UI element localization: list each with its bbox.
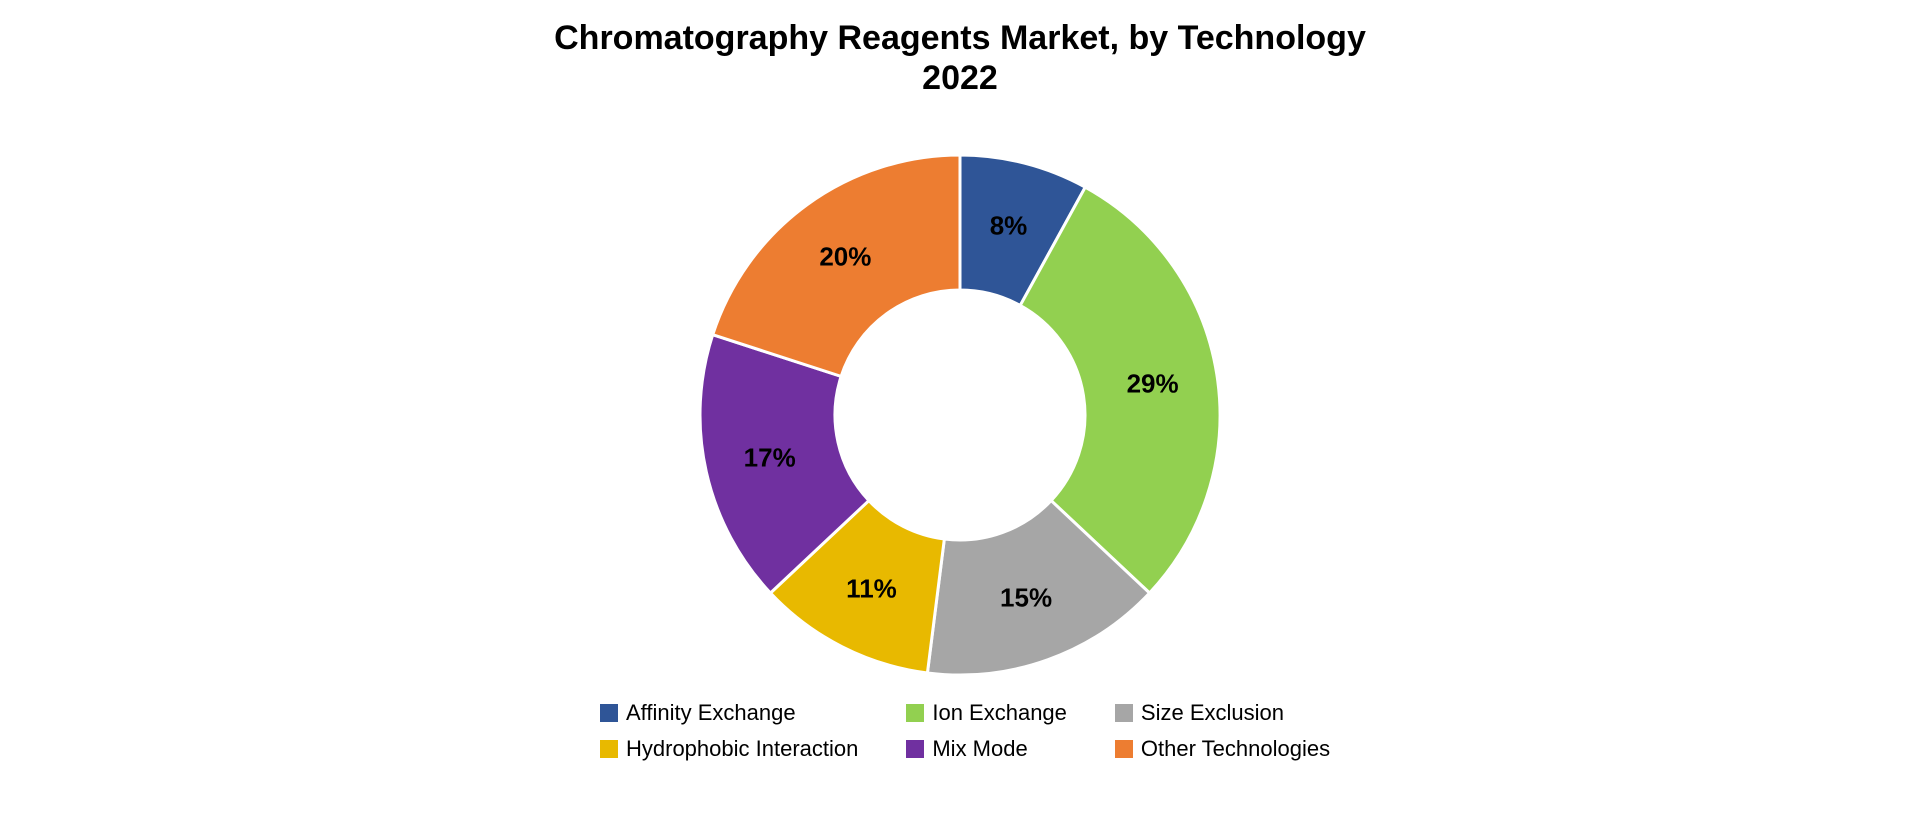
donut-chart: Chromatography Reagents Market, by Techn… (0, 0, 1920, 818)
slice-label: 29% (1127, 369, 1179, 400)
chart-legend: Affinity Exchange Ion Exchange Size Exclus… (600, 700, 1330, 762)
legend-swatch (906, 740, 924, 758)
legend-label: Other Technologies (1141, 736, 1330, 762)
legend-swatch (906, 704, 924, 722)
donut-area: 8% 29% 15% 11% 17% 20% (690, 145, 1230, 685)
legend-swatch (600, 704, 618, 722)
legend-label: Ion Exchange (932, 700, 1067, 726)
slice-label: 20% (819, 242, 871, 273)
legend-label: Affinity Exchange (626, 700, 796, 726)
legend-swatch (1115, 704, 1133, 722)
slice-label: 17% (744, 442, 796, 473)
legend-item: Mix Mode (906, 736, 1067, 762)
legend-item: Affinity Exchange (600, 700, 858, 726)
legend-item: Size Exclusion (1115, 700, 1330, 726)
legend-item: Ion Exchange (906, 700, 1067, 726)
legend-item: Hydrophobic Interaction (600, 736, 858, 762)
slice-label: 11% (846, 573, 897, 604)
legend-item: Other Technologies (1115, 736, 1330, 762)
donut-svg (690, 145, 1230, 685)
chart-title: Chromatography Reagents Market, by Techn… (0, 18, 1920, 98)
legend-label: Mix Mode (932, 736, 1027, 762)
legend-label: Hydrophobic Interaction (626, 736, 858, 762)
legend-swatch (600, 740, 618, 758)
legend-swatch (1115, 740, 1133, 758)
slice-label: 15% (1000, 583, 1052, 614)
slice-label: 8% (990, 211, 1028, 242)
legend-label: Size Exclusion (1141, 700, 1284, 726)
